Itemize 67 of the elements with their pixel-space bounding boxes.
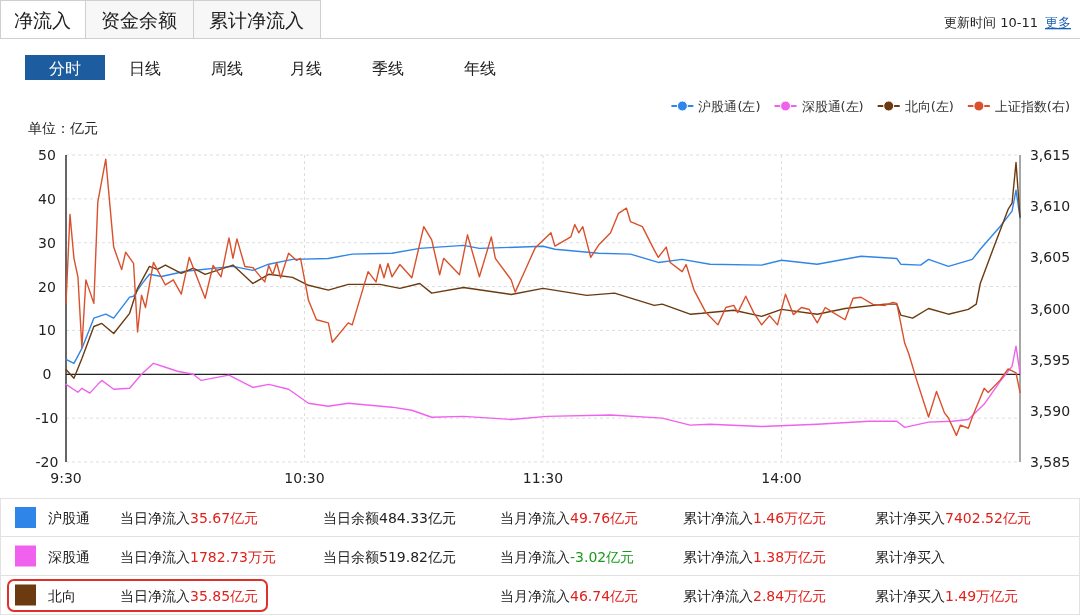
text: 当日净流入 [120,548,190,565]
x-tick-label: 10:30 [284,470,325,486]
y-tick-label: 10 [38,322,56,339]
text: 当日余额484.33亿元 [323,510,456,526]
text: 1.49万亿元 [945,587,1019,604]
y2-tick-label: 3,605 [1029,249,1071,266]
y2-tick-label: 3,600 [1029,300,1071,317]
y2-tick-label: 3,610 [1029,198,1071,215]
y2-tick-label: 3,585 [1029,454,1071,470]
line-series [65,158,1021,437]
text: 46.74亿元 [570,587,639,604]
text: 当月净流入 [500,548,570,565]
text: 累计净流入 [683,548,753,565]
text: 周线 [211,59,243,78]
legend-label: 沪股通(左) [698,99,761,114]
text: 35.67亿元 [190,510,259,526]
text: 累计净买入 [875,510,945,526]
y-tick-label: 30 [38,234,56,251]
text: 资金余额 [101,9,177,31]
text: 年线 [464,59,496,78]
y2-tick-label: 3,595 [1029,351,1071,368]
text: 更多 [1045,15,1071,30]
text: 1782.73万元 [190,548,276,565]
x-tick-label: 14:00 [761,470,802,486]
line-series [65,161,1021,379]
y-tick-label: 50 [38,147,56,163]
text: 沪股通 [48,510,90,526]
text: 净流入 [14,9,71,31]
text: 49.76亿元 [570,510,639,526]
line-series [65,345,1021,429]
text: 累计净买入 [875,548,945,565]
text: 7402.52亿元 [945,510,1031,526]
y-tick-label: 0 [42,366,52,383]
y2-tick-label: 3,615 [1029,147,1071,163]
text: 1.46万亿元 [753,510,827,526]
y-tick-label: -10 [35,410,59,427]
y-axis-title: 单位：亿元 [28,120,98,136]
legend-label: 上证指数(右) [994,99,1070,114]
line-series [65,189,1021,365]
text: 当月净流入 [500,510,570,526]
legend-label: 深股通(左) [801,99,864,114]
text: 季线 [372,59,404,78]
text: 2.84万亿元 [753,587,827,604]
text: 1.38万亿元 [753,548,827,565]
text: 当日净流入 [120,587,190,604]
text: 累计净流入 [683,510,753,526]
y2-tick-label: 3,590 [1029,402,1071,419]
text: 深股通 [48,548,90,565]
text: 当日净流入 [120,510,190,526]
y-tick-label: 20 [38,278,56,295]
text: 累计净流入 [683,587,753,604]
text: 35.85亿元 [190,587,259,604]
text: -3.02亿元 [570,548,635,565]
text: 月线 [290,59,322,78]
text: 累计净买入 [875,587,945,604]
text: 北向 [48,587,76,604]
text: 当日余额519.82亿元 [323,548,456,565]
text: 当月净流入 [500,587,570,604]
y-tick-label: 40 [38,190,56,207]
text: 累计净流入 [209,9,304,31]
text: 分时 [49,59,81,78]
x-tick-label: 9:30 [50,470,82,486]
legend-label: 北向(左) [904,99,954,114]
text: 日线 [129,59,161,78]
y-tick-label: -20 [35,454,59,470]
text: 更新时间 10-11 [944,15,1038,30]
x-tick-label: 11:30 [522,470,564,486]
